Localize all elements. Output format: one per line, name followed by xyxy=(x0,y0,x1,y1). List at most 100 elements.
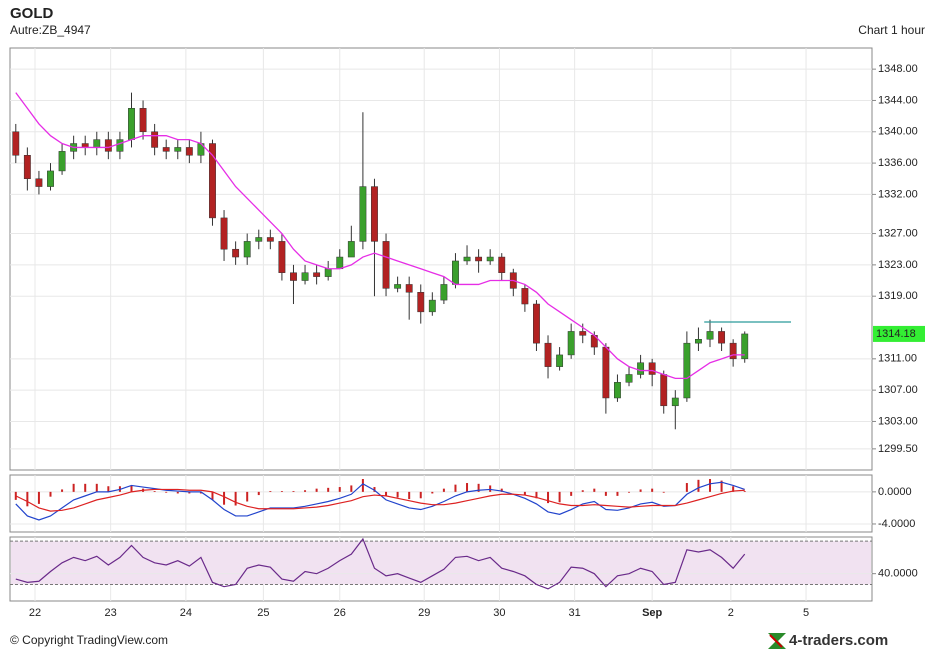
y-tick-label: 0.0000 xyxy=(878,486,912,498)
candle-body xyxy=(116,139,124,152)
candle-body xyxy=(706,331,714,340)
candle-body xyxy=(255,237,263,242)
candle-body xyxy=(521,288,529,305)
histogram-bar xyxy=(176,491,179,494)
histogram-bar xyxy=(37,491,40,504)
histogram-bar xyxy=(489,485,492,492)
histogram-bar xyxy=(685,483,688,492)
candle-body xyxy=(637,362,645,375)
y-tick-label: 1299.50 xyxy=(878,443,918,455)
rsi-panel xyxy=(9,536,873,602)
histogram-bar xyxy=(14,491,17,500)
brand: 4-traders.com xyxy=(789,632,888,649)
candle-body xyxy=(243,241,251,258)
histogram-bar xyxy=(338,487,341,492)
histogram-bar xyxy=(199,491,202,494)
histogram-bar xyxy=(153,491,156,492)
histogram-bar xyxy=(454,484,457,492)
moving-average xyxy=(15,92,745,380)
candle-body xyxy=(162,147,170,152)
histogram-bar xyxy=(419,491,422,499)
histogram-bar xyxy=(350,485,353,492)
y-tick-label: 1319.00 xyxy=(878,290,918,302)
histogram-bar xyxy=(408,491,411,500)
histogram-bar xyxy=(604,491,607,496)
candle-body xyxy=(12,131,20,156)
histogram-bar xyxy=(211,491,214,500)
histogram-bar xyxy=(570,491,573,496)
histogram-bar xyxy=(500,488,503,492)
x-tick-label: 5 xyxy=(803,607,809,619)
x-tick-label: 23 xyxy=(105,607,117,619)
histogram-bar xyxy=(616,491,619,496)
last-price-box xyxy=(873,325,925,342)
y-tick-label: 1323.00 xyxy=(878,259,918,271)
candle-body xyxy=(428,299,436,313)
histogram-bar xyxy=(709,479,712,492)
histogram-bar xyxy=(84,483,87,492)
candle-body xyxy=(452,260,459,285)
x-tick-label: 31 xyxy=(569,607,581,619)
candle-body xyxy=(729,342,737,360)
candle-body xyxy=(174,147,182,152)
candle-body xyxy=(533,303,540,344)
candle-body xyxy=(93,139,101,148)
macd-line xyxy=(15,488,745,512)
histogram-bar xyxy=(581,490,584,492)
y-tick-label: 1348.00 xyxy=(878,63,918,75)
histogram-bar xyxy=(95,483,98,492)
candle-body xyxy=(695,339,702,344)
histogram-bar xyxy=(327,487,330,492)
candle-body xyxy=(440,284,448,301)
histogram-bar xyxy=(373,487,376,492)
main-panel xyxy=(9,47,873,471)
x-tick-label: 29 xyxy=(418,607,430,619)
histogram-bar xyxy=(72,483,75,492)
candle-body xyxy=(648,362,656,375)
candle-body xyxy=(475,256,483,262)
histogram-bar xyxy=(628,491,631,493)
histogram-bar xyxy=(743,491,746,492)
candle-body xyxy=(671,397,679,407)
rsi-band xyxy=(11,541,871,585)
x-tick-label: Sep xyxy=(642,607,662,619)
x-tick-label: 25 xyxy=(257,607,269,619)
x-tick-label: 22 xyxy=(29,607,41,619)
x-tick-label: 30 xyxy=(493,607,505,619)
y-tick-label: 1332.00 xyxy=(878,188,918,200)
histogram-bar xyxy=(361,479,364,492)
histogram-bar xyxy=(558,491,561,503)
candle-body xyxy=(602,346,610,399)
candle-body xyxy=(313,272,321,277)
histogram-bar xyxy=(523,491,526,496)
candle-body xyxy=(567,331,575,356)
title: GOLD xyxy=(10,5,53,22)
candle-body xyxy=(371,186,378,242)
candle-body xyxy=(209,143,216,219)
candle-body xyxy=(47,170,54,187)
candle-body xyxy=(104,139,112,152)
candle-body xyxy=(579,331,587,336)
histogram-bar xyxy=(188,491,191,494)
candle-body xyxy=(336,256,344,270)
brand-logo xyxy=(768,633,786,649)
histogram-bar xyxy=(280,491,283,492)
candle-body xyxy=(683,342,691,399)
last-price-label: 1314.18 xyxy=(876,328,916,340)
candle-body xyxy=(625,374,633,383)
x-tick-label: 26 xyxy=(334,607,346,619)
histogram-bar xyxy=(165,491,168,493)
histogram-bar xyxy=(130,485,133,492)
histogram-bar xyxy=(547,491,550,504)
candle-body xyxy=(151,131,159,148)
histogram-bar xyxy=(477,483,480,492)
histogram-bar xyxy=(466,483,469,492)
candle-body xyxy=(556,354,564,367)
histogram-bar xyxy=(442,488,445,492)
histogram-bar xyxy=(107,486,110,492)
candle-body xyxy=(614,382,621,399)
y-tick-label: 1307.00 xyxy=(878,384,918,396)
interval: Chart 1 hour xyxy=(858,23,925,37)
y-tick-label: 40.0000 xyxy=(878,568,918,580)
